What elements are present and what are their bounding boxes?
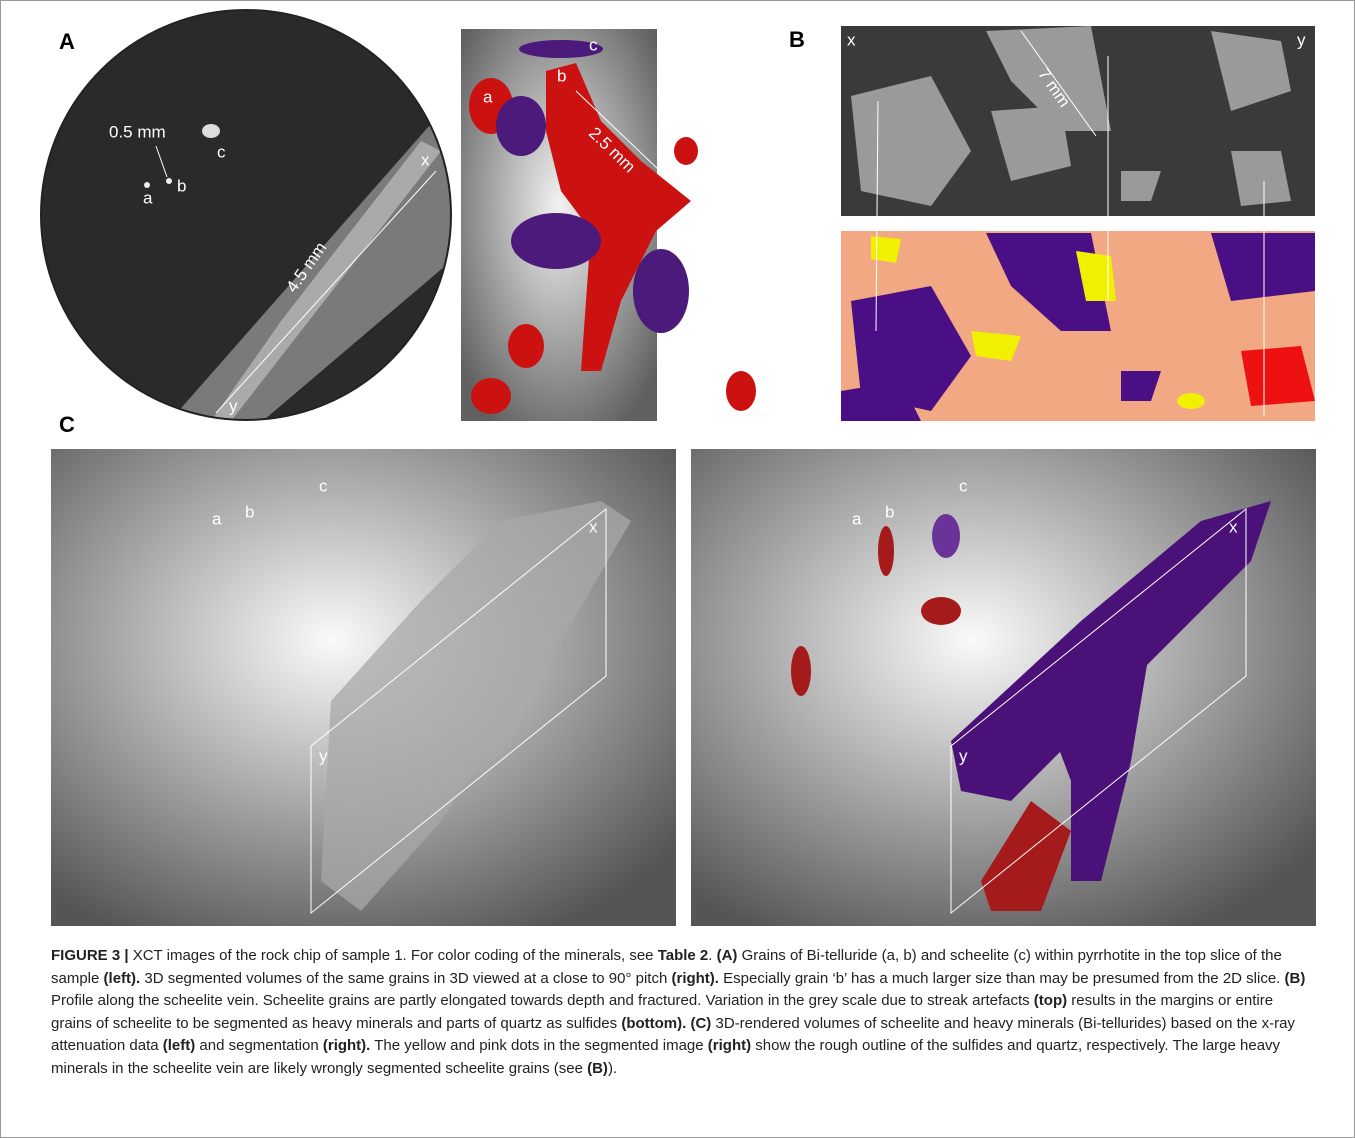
caption-bold: (left). (104, 970, 141, 987)
annotation: x (589, 517, 598, 536)
annotation: a (143, 188, 153, 207)
xct-slice (41, 10, 451, 431)
caption-bold: (A) (717, 947, 738, 964)
panel-label: B (789, 27, 805, 52)
caption-text: Especially grain ‘b’ has a much larger s… (719, 970, 1285, 987)
figure-caption: FIGURE 3 | XCT images of the rock chip o… (51, 945, 1316, 1080)
annotation: c (217, 142, 226, 161)
caption-bold: (right). (671, 970, 718, 987)
annotation: b (557, 66, 566, 85)
figure: A 0.5 mm c a b x 4.5 mm y c b a 2.5 mm B (0, 0, 1355, 1138)
annotation: b (177, 176, 186, 195)
caption-text: The yellow and pink dots in the segmente… (370, 1037, 707, 1054)
annotation: b (885, 502, 894, 521)
annotation: 0.5 mm (109, 122, 166, 141)
annotation: x (421, 150, 430, 169)
annotation: y (319, 746, 328, 765)
annotation: y (959, 746, 968, 765)
annotation: c (589, 35, 598, 54)
caption-text: ). (608, 1060, 617, 1077)
annotation: x (1229, 517, 1238, 536)
caption-bold: FIGURE 3 | (51, 947, 129, 964)
caption-text: Profile along the scheelite vein. Scheel… (51, 992, 1034, 1009)
caption-text: and segmentation (195, 1037, 323, 1054)
annotation: a (483, 87, 493, 106)
caption-text: 3D segmented volumes of the same grains … (140, 970, 671, 987)
annotation: y (1297, 30, 1306, 49)
annotation: a (852, 509, 862, 528)
caption-bold: Table 2 (658, 947, 709, 964)
caption-bold: (top) (1034, 992, 1067, 1009)
annotation: x (847, 30, 856, 49)
caption-text: XCT images of the rock chip of sample 1.… (129, 947, 658, 964)
annotation: c (319, 476, 328, 495)
caption-bold: (right) (708, 1037, 751, 1054)
caption-bold: (bottom). (621, 1015, 686, 1032)
annotation: c (959, 476, 968, 495)
caption-bold: (left) (163, 1037, 196, 1054)
annotation: b (245, 502, 254, 521)
caption-text: . (708, 947, 716, 964)
caption-bold: (C) (690, 1015, 711, 1032)
caption-bold: (B) (1285, 970, 1306, 987)
panel-label: C (59, 412, 75, 437)
panel-label: A (59, 29, 75, 54)
caption-bold: (right). (323, 1037, 370, 1054)
annotation: a (212, 509, 222, 528)
figure-panels: A 0.5 mm c a b x 4.5 mm y c b a 2.5 mm B (1, 1, 1354, 936)
caption-bold: (B) (587, 1060, 608, 1077)
annotation: y (229, 396, 238, 415)
